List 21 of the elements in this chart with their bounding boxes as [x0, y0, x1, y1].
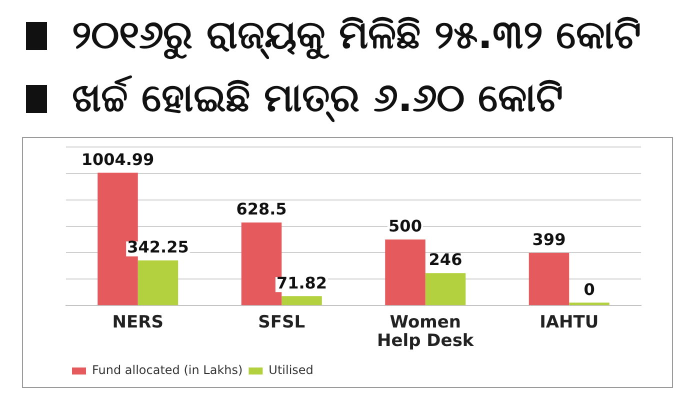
bar — [385, 240, 426, 306]
data-label: 399 — [532, 230, 566, 250]
bar — [282, 296, 322, 306]
data-label: 246 — [428, 250, 462, 270]
legend-label: Fund allocated (in Lakhs) — [92, 363, 243, 378]
bar — [138, 260, 178, 306]
x-tick-label: NERS — [112, 312, 164, 332]
x-tick-label: IAHTU — [540, 312, 599, 332]
data-label: 0 — [584, 280, 595, 299]
data-label: 500 — [388, 216, 422, 236]
chart-subtitle: ଖର୍ଚ୍ଚ ହୋଇଛି ମାତ୍ର ୬.୬୦ କୋଟି — [72, 74, 564, 124]
legend-label: Utilised — [268, 363, 314, 378]
data-label: 342.25 — [127, 238, 189, 257]
data-label: 1004.99 — [81, 150, 154, 169]
x-tick-label: Women Help Desk — [377, 312, 474, 352]
data-label: 71.82 — [276, 273, 328, 292]
chart-title: ୨୦୧୬ରୁ ରାଜ୍ୟକୁ ମିଳିଛି ୨୫.୩୨ କୋଟି — [72, 12, 642, 61]
bar — [528, 252, 570, 306]
x-tick-label: SFSL — [258, 312, 306, 332]
data-label: 628.5 — [236, 200, 287, 219]
bar — [425, 273, 466, 306]
